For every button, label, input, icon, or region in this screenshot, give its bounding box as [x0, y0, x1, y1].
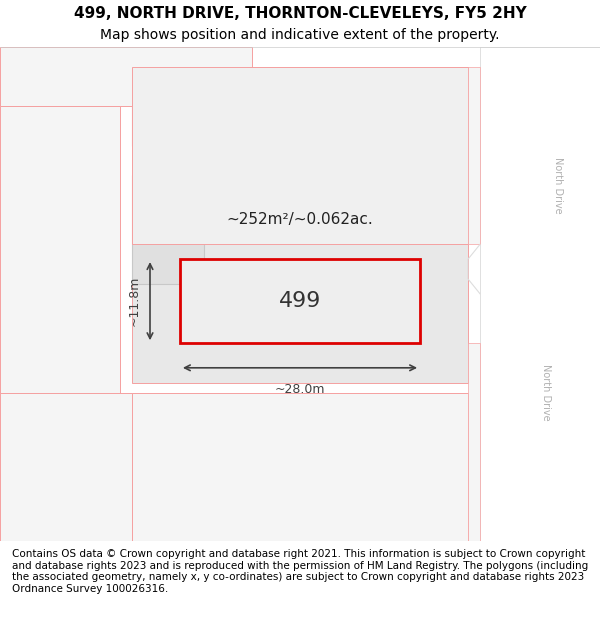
Text: North Drive: North Drive [553, 157, 563, 213]
Text: ~28.0m: ~28.0m [275, 382, 325, 396]
Polygon shape [0, 392, 132, 541]
Bar [132, 175, 204, 284]
Polygon shape [468, 343, 480, 541]
Text: ~11.8m: ~11.8m [128, 276, 141, 326]
Bar [30, 427, 120, 516]
Polygon shape [132, 67, 468, 382]
Text: 499, NORTH DRIVE, THORNTON-CLEVELEYS, FY5 2HY: 499, NORTH DRIVE, THORNTON-CLEVELEYS, FY… [74, 6, 526, 21]
Bar [180, 259, 420, 343]
Bar [132, 71, 252, 146]
Bar [264, 412, 444, 501]
Text: Map shows position and indicative extent of the property.: Map shows position and indicative extent… [100, 28, 500, 42]
Bar [132, 427, 240, 516]
Bar [24, 180, 108, 244]
Polygon shape [132, 392, 468, 541]
Polygon shape [0, 47, 252, 106]
Polygon shape [468, 67, 480, 244]
Text: 499: 499 [279, 291, 321, 311]
Text: North Drive: North Drive [541, 364, 551, 421]
Bar [12, 392, 108, 491]
Bar [360, 442, 456, 516]
Bar [264, 71, 444, 156]
Polygon shape [0, 106, 120, 392]
Bar [360, 76, 456, 136]
Polygon shape [132, 67, 468, 244]
Bar [6, 71, 114, 170]
Text: ~252m²/~0.062ac.: ~252m²/~0.062ac. [227, 212, 373, 227]
Text: Contains OS data © Crown copyright and database right 2021. This information is : Contains OS data © Crown copyright and d… [12, 549, 588, 594]
Polygon shape [480, 47, 600, 541]
Bar [6, 254, 114, 343]
